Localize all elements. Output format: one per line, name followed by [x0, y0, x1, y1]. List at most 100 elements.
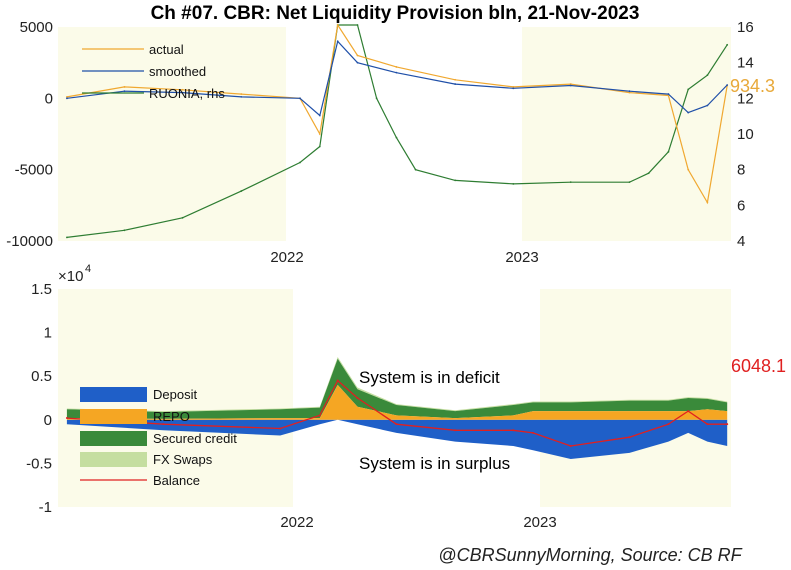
top-left-y-ticks: 5000 0 -5000 -10000 — [6, 19, 53, 250]
series-line-balance-point — [726, 423, 729, 426]
series-line-actual-point — [181, 88, 184, 91]
series-line-actual-point — [356, 54, 359, 57]
top-right-tick-label: 12 — [737, 90, 754, 107]
series-line-smoothed-point — [726, 84, 729, 86]
series-line-actual-point — [628, 91, 631, 94]
bottom-left-tick-label: -0.5 — [26, 455, 52, 472]
series-line-balance-point — [318, 414, 321, 417]
series-line-smoothed-point — [454, 83, 457, 85]
legend-swatch-fx — [80, 452, 147, 467]
series-line-actual-point — [706, 201, 709, 204]
top-right-y-ticks: 16 14 12 10 8 6 4 — [737, 19, 754, 250]
series-line-balance-point — [569, 444, 572, 447]
top-legend: actual smoothed RUONIA, rhs — [82, 42, 225, 101]
series-line-smoothed-point — [66, 97, 68, 100]
top-x-tick-2022: 2022 — [270, 249, 303, 266]
series-line-balance-point — [336, 379, 339, 382]
bottom-left-tick-label: 0.5 — [31, 368, 52, 385]
top-shade-region — [58, 27, 286, 241]
series-line-actual-point — [454, 78, 457, 81]
top-right-tick-label: 4 — [737, 233, 745, 250]
series-line-balance-point — [279, 427, 282, 430]
top-left-tick-label: 0 — [45, 90, 53, 107]
series-line-smoothed-point — [667, 93, 670, 95]
series-line-smoothed-point — [569, 84, 572, 87]
source-caption: @CBRSunnyMorning, Source: CB RF — [438, 545, 742, 565]
area-secured-credit — [66, 358, 728, 419]
series-line-smoothed-point — [356, 61, 359, 64]
series-line-actual-point — [569, 83, 572, 85]
annotation-deficit: System is in deficit — [359, 368, 500, 387]
top-right-tick-label: 8 — [737, 162, 745, 179]
series-line-ruonia-point — [181, 216, 184, 219]
bottom-x-tick-2022: 2022 — [280, 514, 313, 531]
legend-label-smoothed: smoothed — [149, 64, 206, 79]
legend-label-secured: Secured credit — [153, 431, 237, 446]
legend-swatch-deposit — [80, 387, 147, 402]
top-right-tick-label: 16 — [737, 19, 754, 36]
series-line-smoothed-point — [336, 40, 339, 43]
series-line-smoothed-point — [240, 96, 243, 98]
series-line-actual-point — [318, 133, 321, 135]
legend-swatch-repo — [80, 409, 147, 424]
legend-label-fx: FX Swaps — [153, 452, 213, 467]
bottom-left-tick-label: -1 — [39, 499, 52, 516]
annotation-surplus: System is in surplus — [359, 454, 510, 473]
legend-label-repo: REPO — [153, 409, 190, 424]
series-line-ruonia-point — [454, 179, 457, 182]
series-line-smoothed-point — [395, 71, 398, 74]
top-x-tick-2023: 2023 — [505, 249, 538, 266]
series-line-balance — [66, 379, 728, 447]
bottom-left-tick-label: 0 — [44, 412, 52, 429]
top-last-value-label: 934.3 — [730, 76, 775, 96]
top-right-tick-label: 10 — [737, 126, 754, 143]
series-line-ruonia-point — [726, 43, 729, 46]
series-line-smoothed-point — [299, 97, 301, 100]
series-line-ruonia-point — [414, 168, 417, 171]
series-line-balance-point — [356, 397, 359, 399]
bottom-x-tick-2023: 2023 — [523, 514, 556, 531]
series-line-actual-point — [336, 24, 339, 26]
series-line-ruonia-point — [569, 181, 572, 184]
bottom-series-group — [65, 357, 729, 459]
top-right-tick-label: 6 — [737, 197, 745, 214]
series-line-ruonia-point — [706, 74, 709, 77]
series-line-ruonia-point — [647, 172, 650, 175]
top-left-tick-label: -10000 — [6, 233, 53, 250]
bottom-left-tick-label: 1.5 — [31, 281, 52, 298]
series-line-balance-point — [667, 423, 670, 426]
top-shade-region — [522, 27, 731, 241]
area-repo — [66, 384, 728, 420]
series-line-ruonia-point — [318, 145, 321, 148]
top-left-tick-label: -5000 — [15, 162, 53, 179]
series-line-actual-point — [687, 168, 690, 171]
series-line-balance-point — [65, 417, 68, 420]
legend-label-ruonia: RUONIA, rhs — [149, 86, 225, 101]
series-line-ruonia-point — [240, 190, 243, 192]
series-line-balance-point — [706, 423, 709, 426]
series-line-ruonia-point — [512, 183, 515, 185]
series-line-balance-point — [162, 423, 165, 426]
area-deposit — [66, 419, 728, 459]
series-line-balance-point — [628, 436, 631, 439]
series-line-smoothed-point — [706, 104, 709, 107]
series-line-ruonia-point — [667, 150, 670, 153]
series-line-ruonia-point — [375, 97, 378, 100]
series-line-ruonia-point — [66, 236, 68, 239]
series-line-smoothed-point — [181, 91, 184, 94]
series-line-ruonia-point — [395, 136, 398, 139]
bottom-left-tick-label: 1 — [44, 325, 52, 342]
series-line-balance-point — [687, 410, 690, 413]
series-line-ruonia-point — [123, 229, 126, 232]
series-line-ruonia-point — [687, 88, 690, 91]
series-line-actual-point — [395, 66, 398, 68]
bottom-multiplier-exponent: 4 — [85, 263, 91, 275]
series-line-smoothed-point — [318, 114, 321, 117]
series-line-ruonia — [66, 24, 728, 238]
series-line-actual-point — [66, 96, 68, 98]
bottom-legend: Deposit REPO Secured credit FX Swaps Bal… — [80, 387, 237, 488]
chart-title: Ch #07. CBR: Net Liquidity Provision bln… — [151, 3, 640, 24]
top-shaded-regions — [58, 27, 731, 241]
series-line-actual-point — [240, 93, 243, 95]
